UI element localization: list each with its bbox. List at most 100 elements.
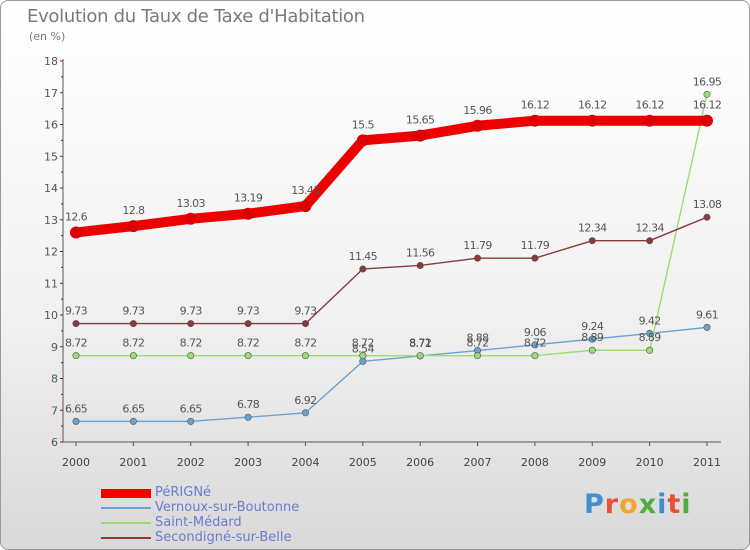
data-point bbox=[359, 265, 367, 273]
data-point bbox=[474, 254, 482, 262]
y-tick-label: 10 bbox=[44, 309, 58, 322]
data-point bbox=[301, 409, 309, 417]
data-point bbox=[301, 320, 309, 328]
data-label: 8.72 bbox=[65, 337, 87, 350]
x-tick-label: 2008 bbox=[521, 456, 549, 469]
data-point bbox=[129, 352, 137, 360]
data-label: 9.73 bbox=[237, 305, 260, 318]
data-point bbox=[416, 352, 424, 360]
legend-label: Vernoux-sur-Boutonne bbox=[155, 500, 300, 515]
logo-letter: x bbox=[638, 489, 658, 520]
data-label: 12.34 bbox=[635, 222, 664, 235]
chart-title: Evolution du Taux de Taxe d'Habitation bbox=[27, 6, 365, 27]
data-label: 8.88 bbox=[466, 332, 489, 345]
x-tick-label: 2000 bbox=[62, 456, 90, 469]
data-label: 8.72 bbox=[409, 337, 431, 350]
data-point bbox=[414, 129, 427, 142]
data-label: 11.79 bbox=[463, 239, 492, 252]
data-point bbox=[242, 207, 255, 220]
data-label: 16.12 bbox=[521, 99, 550, 112]
data-label: 8.71 bbox=[409, 337, 431, 350]
data-label: 9.24 bbox=[581, 320, 604, 333]
y-tick-label: 13 bbox=[44, 214, 58, 227]
data-point bbox=[70, 226, 82, 239]
data-label: 8.72 bbox=[237, 337, 259, 350]
legend-label: Saint-Médard bbox=[155, 515, 242, 530]
legend-swatch bbox=[101, 522, 151, 524]
data-label: 13.19 bbox=[234, 192, 263, 205]
data-label: 13.43 bbox=[291, 184, 320, 197]
data-point bbox=[127, 220, 140, 233]
data-label: 15.96 bbox=[463, 104, 492, 117]
series-line-2 bbox=[75, 93, 708, 357]
data-point bbox=[471, 119, 484, 132]
proxiti-logo: Proxiti bbox=[584, 489, 692, 520]
data-label: 6.92 bbox=[294, 394, 316, 407]
data-point bbox=[588, 237, 596, 245]
data-point bbox=[643, 114, 656, 127]
data-point bbox=[588, 335, 596, 343]
data-point bbox=[244, 320, 252, 328]
data-point bbox=[299, 200, 312, 213]
data-label: 8.54 bbox=[352, 342, 375, 355]
y-tick-label: 18 bbox=[44, 55, 58, 68]
series-line-3 bbox=[75, 216, 708, 325]
data-label: 6.65 bbox=[122, 402, 145, 415]
data-label: 16.12 bbox=[578, 99, 607, 112]
data-label: 9.73 bbox=[122, 305, 145, 318]
data-point bbox=[474, 352, 482, 360]
data-label: 6.65 bbox=[180, 402, 203, 415]
x-tick-label: 2001 bbox=[119, 456, 147, 469]
data-point bbox=[416, 261, 424, 269]
data-label: 16.95 bbox=[693, 75, 722, 88]
data-label: 8.72 bbox=[122, 337, 144, 350]
data-label: 11.45 bbox=[349, 250, 378, 263]
data-label: 12.6 bbox=[65, 210, 88, 223]
data-label: 9.73 bbox=[180, 305, 203, 318]
data-point bbox=[187, 320, 195, 328]
x-tick-label: 2011 bbox=[693, 456, 721, 469]
data-point bbox=[531, 341, 539, 349]
logo-letter: i bbox=[681, 489, 692, 520]
legend-swatch bbox=[101, 489, 151, 498]
data-point bbox=[588, 346, 596, 354]
data-label: 12.8 bbox=[122, 204, 145, 217]
y-tick-label: 9 bbox=[51, 341, 58, 354]
data-point bbox=[244, 352, 252, 360]
data-point bbox=[356, 134, 369, 147]
data-point bbox=[187, 417, 195, 425]
data-label: 8.72 bbox=[466, 337, 488, 350]
x-tick-label: 2006 bbox=[406, 456, 434, 469]
legend-swatch bbox=[101, 507, 151, 509]
data-label: 9.06 bbox=[524, 326, 547, 339]
data-label: 8.89 bbox=[639, 331, 662, 344]
x-tick-label: 2002 bbox=[177, 456, 205, 469]
data-label: 9.61 bbox=[696, 308, 718, 321]
data-point bbox=[359, 352, 367, 360]
data-label: 13.08 bbox=[693, 198, 722, 211]
chart-subtitle: (en %) bbox=[29, 30, 66, 43]
logo-letter: t bbox=[667, 489, 682, 520]
data-point bbox=[72, 417, 80, 425]
data-point bbox=[646, 237, 654, 245]
logo-letter: P bbox=[584, 489, 605, 520]
data-point bbox=[184, 212, 197, 225]
logo-letter: r bbox=[604, 489, 620, 520]
legend-label: PéRIGNé bbox=[155, 485, 212, 500]
data-point bbox=[531, 352, 539, 360]
x-tick-label: 2004 bbox=[291, 456, 319, 469]
data-label: 15.65 bbox=[406, 114, 435, 127]
data-point bbox=[187, 352, 195, 360]
legend-label: Secondigné-sur-Belle bbox=[155, 530, 292, 545]
series-line-0 bbox=[71, 115, 712, 238]
data-label: 6.65 bbox=[65, 402, 88, 415]
data-label: 16.12 bbox=[693, 99, 722, 112]
series-line-1 bbox=[75, 326, 708, 423]
logo-letter: o bbox=[619, 489, 639, 520]
data-label: 8.89 bbox=[581, 331, 604, 344]
data-label: 8.72 bbox=[524, 337, 546, 350]
data-label: 9.42 bbox=[639, 314, 661, 327]
y-tick-label: 11 bbox=[44, 277, 58, 290]
